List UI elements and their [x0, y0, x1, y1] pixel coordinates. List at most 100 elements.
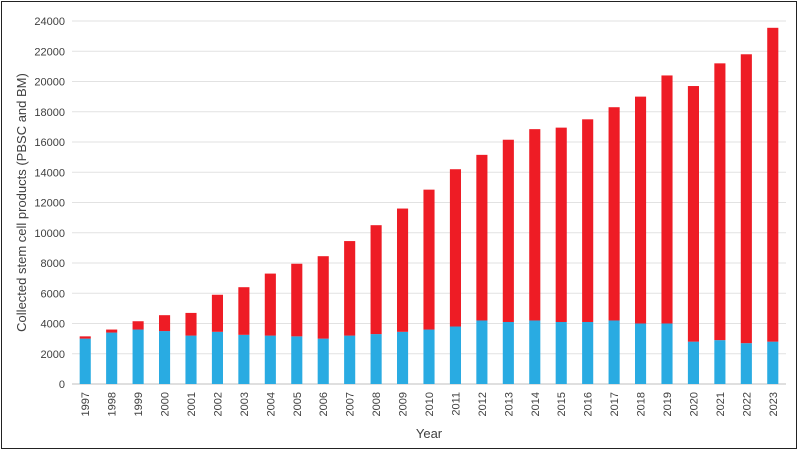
bar-segment-lower [79, 338, 91, 384]
bar-segment-lower [106, 332, 118, 384]
bar-segment-upper [370, 225, 382, 335]
y-tick-labels: 0 2000 4000 6000 8000 10000 12000 14000 16000 180… [34, 16, 65, 391]
y-tick-label: 6000 [41, 288, 65, 300]
x-tick-label: 2023 [768, 392, 780, 416]
x-tick-label: 2014 [530, 392, 542, 416]
bar-segment-lower [159, 331, 171, 384]
bar-segment-lower [740, 343, 752, 384]
x-tick-label: 2009 [398, 392, 410, 416]
y-tick-label: 18000 [34, 107, 65, 119]
x-tick-label: 2016 [583, 392, 595, 416]
bar-segment-upper [159, 315, 171, 332]
bar-segment-upper [714, 63, 726, 341]
bar-segment-upper [687, 86, 699, 342]
bar-segment-upper [767, 27, 779, 342]
y-tick-label: 20000 [34, 77, 65, 89]
bar-segment-upper [264, 273, 276, 336]
bar-segment-lower [185, 335, 197, 384]
bar-segment-lower [344, 335, 356, 384]
x-tick-label: 2001 [186, 392, 198, 416]
bar-segment-upper [185, 312, 197, 336]
bar-segment-lower [291, 336, 303, 384]
bar-segment-lower [264, 335, 276, 384]
x-tick-label: 2010 [424, 392, 436, 416]
bar-segment-upper [555, 127, 567, 322]
bar-segment-lower [555, 321, 567, 384]
x-tick-label: 2005 [292, 392, 304, 416]
y-tick-label: 16000 [34, 137, 65, 149]
bar-segment-upper [397, 208, 409, 332]
bar-segment-upper [291, 263, 303, 337]
bars [79, 27, 779, 384]
x-tick-label: 2007 [345, 392, 357, 416]
bar-segment-upper [423, 189, 435, 330]
x-tick-label: 2006 [318, 392, 330, 416]
x-tick-label: 1997 [80, 392, 92, 416]
bar-segment-upper [106, 329, 118, 333]
bar-segment-lower [211, 331, 223, 384]
x-tick-label: 2013 [503, 392, 515, 416]
bar-segment-lower [317, 338, 329, 384]
bar-segment-lower [397, 331, 409, 384]
bar-segment-lower [582, 321, 594, 384]
x-tick-label: 1998 [107, 392, 119, 416]
y-axis-title: Collected stem cell products (PBSC and B… [14, 73, 29, 332]
y-tick-label: 14000 [34, 167, 65, 179]
bar-segment-lower [370, 334, 382, 384]
bar-segment-lower [661, 323, 673, 384]
x-tick-label: 2003 [239, 392, 251, 416]
bar-segment-upper [238, 287, 250, 335]
bar-segment-lower [529, 320, 541, 384]
x-tick-label: 2012 [477, 392, 489, 416]
bar-segment-lower [132, 329, 144, 384]
bar-segment-lower [687, 341, 699, 384]
x-axis-title: Year [416, 426, 443, 441]
x-tick-labels: 1997 1998 1999 2000 2001 2002 2003 2004 2005 2006… [80, 392, 780, 416]
y-tick-label: 4000 [41, 319, 65, 331]
x-tick-label: 2008 [371, 392, 383, 416]
bar-segment-upper [344, 241, 356, 336]
bar-segment-lower [449, 326, 461, 384]
bar-segment-upper [661, 75, 673, 324]
bar-segment-upper [635, 96, 647, 324]
x-tick-label: 2002 [212, 392, 224, 416]
y-tick-label: 12000 [34, 198, 65, 210]
x-tick-label: 2017 [609, 392, 621, 416]
x-tick-label: 2021 [715, 392, 727, 416]
bar-segment-upper [502, 139, 514, 322]
x-tick-label: 2020 [688, 392, 700, 416]
bar-segment-lower [476, 320, 488, 384]
x-tick-label: 2011 [450, 392, 462, 416]
bar-segment-upper [529, 129, 541, 321]
bar-segment-lower [608, 320, 620, 384]
bar-segment-lower [423, 329, 435, 384]
bar-segment-upper [79, 336, 91, 339]
y-tick-label: 0 [59, 379, 65, 391]
bar-segment-upper [211, 294, 223, 332]
y-tick-label: 2000 [41, 349, 65, 361]
bar-segment-lower [635, 323, 647, 384]
y-tick-label: 24000 [34, 16, 65, 28]
bar-segment-lower [714, 340, 726, 384]
bar-segment-upper [582, 119, 594, 322]
bar-segment-upper [449, 169, 461, 327]
x-tick-label: 2018 [636, 392, 648, 416]
y-tick-label: 10000 [34, 228, 65, 240]
bar-segment-lower [238, 334, 250, 384]
bar-segment-upper [476, 154, 488, 321]
y-tick-label: 22000 [34, 46, 65, 58]
bar-segment-upper [608, 107, 620, 321]
bar-segment-upper [132, 321, 144, 330]
bar-segment-lower [767, 341, 779, 384]
x-tick-label: 2015 [556, 392, 568, 416]
y-tick-label: 8000 [41, 258, 65, 270]
bar-segment-upper [740, 54, 752, 344]
x-tick-label: 2019 [662, 392, 674, 416]
bar-segment-upper [317, 256, 329, 339]
x-tick-label: 1999 [133, 392, 145, 416]
x-tick-label: 2004 [265, 392, 277, 416]
x-tick-label: 2022 [741, 392, 753, 416]
x-tick-label: 2000 [160, 392, 172, 416]
